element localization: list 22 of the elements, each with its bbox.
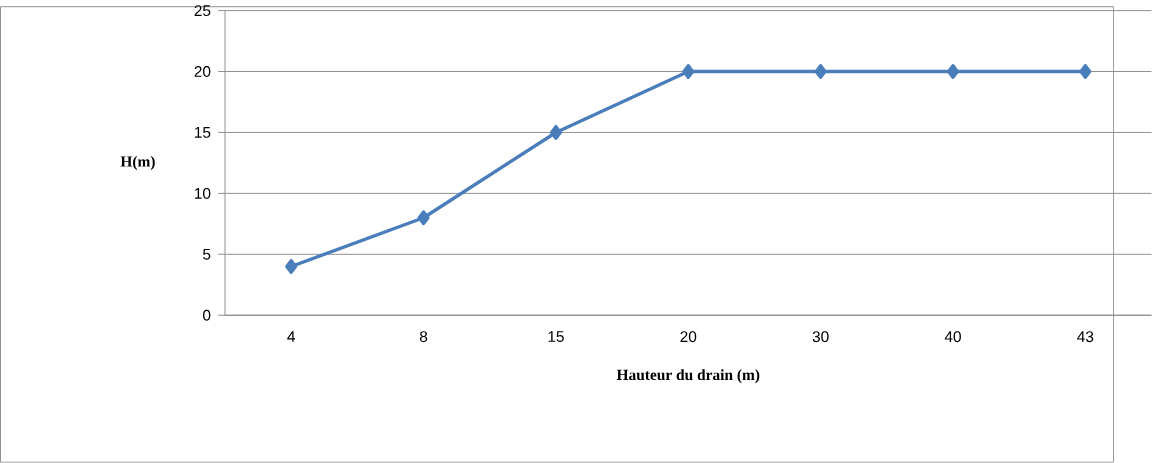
- point: [946, 64, 960, 80]
- x-tick-label: 15: [548, 331, 564, 343]
- point: [549, 125, 562, 141]
- y-tick-label: 10: [195, 188, 211, 199]
- point: [285, 259, 298, 275]
- point: [1079, 64, 1092, 80]
- x-tick-label: 40: [944, 331, 961, 343]
- x-tick-label: 20: [680, 331, 697, 343]
- y-tick-label: 15: [195, 127, 211, 138]
- x-axis-title: Hauteur du drain (m): [616, 369, 760, 384]
- x-tick-label: 4: [287, 331, 296, 342]
- point: [417, 210, 430, 226]
- y-axis-title: H(m): [120, 156, 155, 171]
- y-tick-label: 25: [194, 5, 211, 17]
- y-tick-label: 5: [203, 249, 211, 260]
- y-tick-label: 0: [203, 309, 211, 321]
- y-tick-label: 20: [194, 66, 211, 78]
- x-tick-label: 8: [419, 331, 428, 343]
- x-tick-label: 30: [812, 331, 829, 343]
- point: [682, 64, 695, 80]
- point: [814, 64, 827, 80]
- x-tick-label: 43: [1077, 331, 1094, 343]
